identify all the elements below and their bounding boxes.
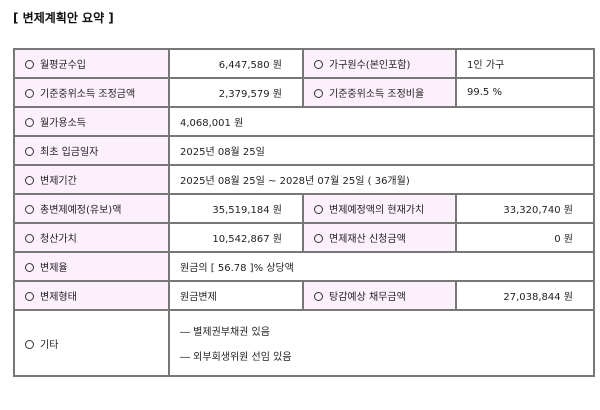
value-cell: 1인 가구 (455, 48, 595, 79)
value-cell: 원금변제 (168, 280, 304, 311)
circle-bullet-icon (25, 89, 34, 98)
label-cell: 총변제예정(유보)액 (13, 193, 170, 224)
table-row: 월가용소득 4,068,001 원 (13, 106, 595, 137)
table-row: 최초 입금일자 2025년 08월 25일 (13, 135, 595, 166)
label-cell: 최초 입금일자 (13, 135, 170, 166)
label: 월가용소득 (40, 118, 86, 129)
table-row: 변제형태 원금변제 탕감예상 채무금액 27,038,844 원 (13, 280, 595, 311)
note-item: ― 외부회생위원 선임 있음 (180, 352, 292, 363)
label: 가구원수(본인포함) (329, 60, 411, 71)
circle-bullet-icon (25, 176, 34, 185)
label-cell: 월평균수입 (13, 48, 170, 79)
value-cell: 4,068,001 원 (168, 106, 595, 137)
label-cell: 가구원수(본인포함) (302, 48, 457, 79)
label: 기준중위소득 조정비율 (329, 89, 425, 100)
label: 총변제예정(유보)액 (40, 205, 122, 216)
section-title: [ 변제계획안 요약 ] (13, 11, 114, 25)
label-cell: 청산가치 (13, 222, 170, 253)
circle-bullet-icon (25, 118, 34, 127)
label: 변제율 (40, 263, 68, 274)
label-cell: 기준중위소득 조정비율 (302, 77, 457, 108)
table-row: 청산가치 10,542,867 원 면제재산 신청금액 0 원 (13, 222, 595, 253)
value-cell: ― 별제권부채권 있음 ― 외부회생위원 선임 있음 (168, 309, 595, 377)
label: 변제예정액의 현재가치 (329, 205, 425, 216)
label: 변제형태 (40, 292, 77, 303)
circle-bullet-icon (314, 60, 323, 69)
value-cell: 10,542,867 원 (168, 222, 304, 253)
label-cell: 월가용소득 (13, 106, 170, 137)
label-cell: 기타 (13, 309, 170, 377)
circle-bullet-icon (25, 60, 34, 69)
circle-bullet-icon (314, 292, 323, 301)
table-row: 월평균수입 6,447,580 원 가구원수(본인포함) 1인 가구 (13, 48, 595, 79)
label: 청산가치 (40, 234, 77, 245)
circle-bullet-icon (25, 263, 34, 272)
table-row: 기타 ― 별제권부채권 있음 ― 외부회생위원 선임 있음 (13, 309, 595, 377)
label-cell: 탕감예상 채무금액 (302, 280, 457, 311)
label-cell: 변제예정액의 현재가치 (302, 193, 457, 224)
value-cell: 원금의 [ 56.78 ]% 상당액 (168, 251, 595, 282)
table-row: 총변제예정(유보)액 35,519,184 원 변제예정액의 현재가치 33,3… (13, 193, 595, 224)
label-cell: 변제기간 (13, 164, 170, 195)
label: 기준중위소득 조정금액 (40, 89, 136, 100)
label-cell: 변제율 (13, 251, 170, 282)
label: 월평균수입 (40, 60, 86, 71)
label: 기타 (40, 339, 59, 351)
label-cell: 변제형태 (13, 280, 170, 311)
table-row: 변제율 원금의 [ 56.78 ]% 상당액 (13, 251, 595, 282)
value-cell: 2025년 08월 25일 ~ 2028년 07월 25일 ( 36개월) (168, 164, 595, 195)
note-item: ― 별제권부채권 있음 (180, 327, 270, 338)
value-cell: 0 원 (455, 222, 595, 253)
label: 면제재산 신청금액 (329, 234, 406, 245)
circle-bullet-icon (25, 292, 34, 301)
circle-bullet-icon (314, 89, 323, 98)
circle-bullet-icon (314, 205, 323, 214)
repayment-summary-table: 월평균수입 6,447,580 원 가구원수(본인포함) 1인 가구 기준중위소… (13, 48, 595, 377)
label: 변제기간 (40, 176, 77, 187)
value-cell: 6,447,580 원 (168, 48, 304, 79)
circle-bullet-icon (25, 234, 34, 243)
circle-bullet-icon (25, 147, 34, 156)
label: 탕감예상 채무금액 (329, 292, 406, 303)
value-cell: 2025년 08월 25일 (168, 135, 595, 166)
label-cell: 면제재산 신청금액 (302, 222, 457, 253)
label: 최초 입금일자 (40, 147, 99, 158)
table-row: 기준중위소득 조정금액 2,379,579 원 기준중위소득 조정비율 99.5… (13, 77, 595, 108)
table-row: 변제기간 2025년 08월 25일 ~ 2028년 07월 25일 ( 36개… (13, 164, 595, 195)
circle-bullet-icon (25, 339, 34, 349)
value-cell: 27,038,844 원 (455, 280, 595, 311)
value-cell: 2,379,579 원 (168, 77, 304, 108)
label-cell: 기준중위소득 조정금액 (13, 77, 170, 108)
value-cell: 99.5 % (455, 77, 595, 108)
circle-bullet-icon (314, 234, 323, 243)
circle-bullet-icon (25, 205, 34, 214)
value-cell: 35,519,184 원 (168, 193, 304, 224)
value-cell: 33,320,740 원 (455, 193, 595, 224)
